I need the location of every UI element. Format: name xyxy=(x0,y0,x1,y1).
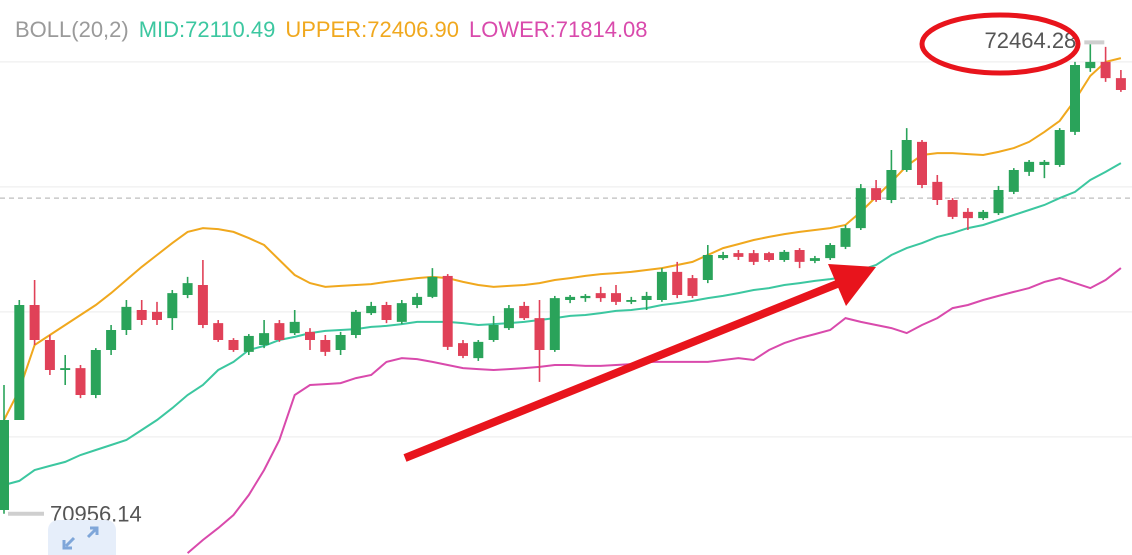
candle-body xyxy=(764,253,774,260)
candle-body xyxy=(458,343,468,356)
candle-body xyxy=(1008,170,1019,192)
candle-body xyxy=(565,296,576,300)
candle-body xyxy=(1039,161,1050,165)
candle-body xyxy=(213,323,224,340)
candle-body xyxy=(243,335,254,352)
candle-body xyxy=(641,295,652,300)
candle-body xyxy=(1024,161,1035,172)
candle-body xyxy=(626,300,637,302)
candle-body xyxy=(962,211,973,219)
candle-body xyxy=(350,311,361,335)
zoom-icon-arrow xyxy=(62,540,72,550)
legend: BOLL(20,2) MID:72110.49 UPPER:72406.90 LOW… xyxy=(15,17,648,42)
indicator-label: BOLL(20,2) xyxy=(15,17,129,42)
candle-body xyxy=(182,283,193,295)
candle-body xyxy=(1070,65,1080,132)
candle-body xyxy=(366,305,377,314)
candle-body xyxy=(442,275,453,347)
candle-body xyxy=(197,285,208,325)
candle-body xyxy=(580,295,591,299)
candle-body xyxy=(1085,61,1096,69)
candle-body xyxy=(519,305,530,319)
candle-body xyxy=(305,331,315,340)
candle-body xyxy=(718,255,729,259)
candle-body xyxy=(274,323,285,340)
candle-body xyxy=(259,333,270,345)
candle-body xyxy=(794,250,805,262)
zoom-icon-arrow xyxy=(64,536,76,548)
candle-body xyxy=(503,308,514,329)
candle-body xyxy=(809,258,820,261)
candle-body xyxy=(702,255,713,280)
candle-body xyxy=(0,420,9,510)
candle-body xyxy=(228,340,239,350)
legend-entry: UPPER:72406.90 xyxy=(285,17,459,42)
candle-body xyxy=(932,181,943,200)
grid xyxy=(0,61,1132,438)
candle-body xyxy=(289,321,300,334)
candle-body xyxy=(840,228,851,247)
highlight-ellipse xyxy=(919,12,1081,76)
candle-body xyxy=(779,251,790,260)
candle-body xyxy=(855,188,866,229)
candle-body xyxy=(886,170,897,200)
candle-body xyxy=(488,325,499,340)
candle-body xyxy=(106,330,117,350)
candle-body xyxy=(947,200,958,217)
candle-body xyxy=(412,296,423,305)
legend-entry: MID:72110.49 xyxy=(139,17,276,42)
candle-body xyxy=(687,278,698,296)
candle-body xyxy=(534,318,545,350)
candle-body xyxy=(871,188,882,200)
band-line xyxy=(186,267,1122,554)
candle-body xyxy=(427,276,438,297)
candle-body xyxy=(14,305,25,420)
zoom-icon-arrow xyxy=(90,526,99,535)
candle-body xyxy=(320,340,331,352)
max-label: 72464.28 xyxy=(985,28,1077,53)
candles xyxy=(0,42,1126,514)
candle-body xyxy=(595,293,606,299)
candle-body xyxy=(29,305,40,340)
candle-body xyxy=(656,271,667,300)
candle-body xyxy=(152,311,162,320)
candle-body xyxy=(44,340,55,370)
candle-body xyxy=(549,298,560,350)
candle-body xyxy=(1115,78,1126,90)
candle-body xyxy=(121,306,132,330)
trend-arrow-head xyxy=(828,264,876,306)
candle-body xyxy=(917,141,927,185)
candle-body xyxy=(335,335,346,350)
candle-body xyxy=(75,368,86,395)
band-line xyxy=(3,162,1122,486)
band-line xyxy=(3,57,1122,421)
candle-body xyxy=(136,310,147,320)
candle-body xyxy=(825,245,836,259)
candle-body xyxy=(748,253,759,262)
zoom-icon[interactable] xyxy=(48,520,116,555)
candle-body xyxy=(672,271,683,295)
trend-arrow-shaft xyxy=(403,278,844,462)
candle-body xyxy=(1100,61,1111,79)
candle-body xyxy=(733,253,744,257)
candle-body xyxy=(167,293,178,319)
candle-body xyxy=(993,190,1004,214)
candle-body xyxy=(60,368,71,370)
candle-body xyxy=(396,303,407,322)
candle-body xyxy=(90,350,101,395)
candle-body xyxy=(611,293,621,302)
candle-body xyxy=(978,211,989,219)
candle-body xyxy=(901,140,912,170)
candle-body xyxy=(381,305,392,320)
candle-body xyxy=(473,341,484,359)
candle-body xyxy=(1054,130,1065,165)
legend-entry: LOWER:71814.08 xyxy=(469,17,648,42)
zoom-icon-bg xyxy=(48,520,116,555)
